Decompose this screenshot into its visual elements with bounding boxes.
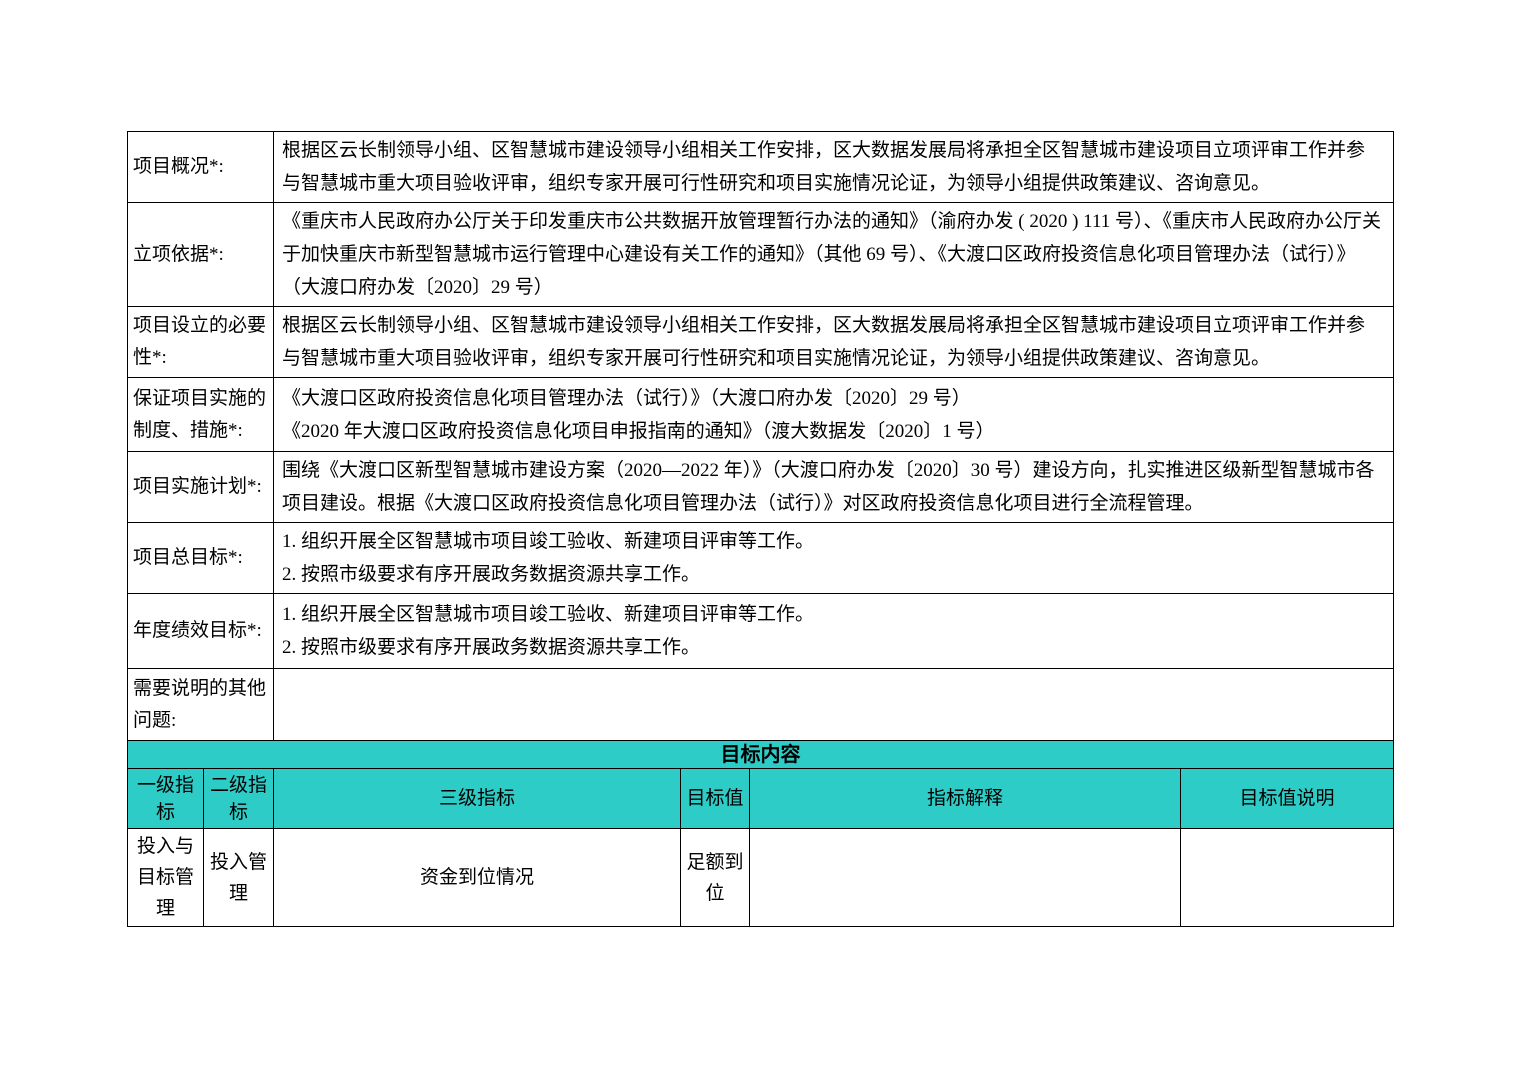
- field-label-overall-goal: 项目总目标*:: [127, 522, 274, 594]
- field-value-implementation-plan: 围绕《大渡口区新型智慧城市建设方案（2020—2022 年）》（大渡口府办发〔2…: [272, 451, 1395, 523]
- cell-indicator-explanation: [749, 828, 1181, 927]
- field-label-approval-basis: 立项依据*:: [127, 202, 274, 307]
- col-header-indicator-explanation: 指标解释: [749, 768, 1181, 829]
- field-value-overall-goal: 1. 组织开展全区智慧城市项目竣工验收、新建项目评审等工作。 2. 按照市级要求…: [272, 522, 1395, 594]
- goal-section-title-row: 目标内容: [126, 740, 1395, 769]
- field-label-annual-performance-goal: 年度绩效目标*:: [127, 593, 274, 669]
- row-project-overview: 项目概况*: 根据区云长制领导小组、区智慧城市建设领导小组相关工作安排，区大数据…: [127, 131, 1395, 203]
- cell-target-value: 足额到位: [680, 828, 750, 927]
- field-value-annual-performance-goal: 1. 组织开展全区智慧城市项目竣工验收、新建项目评审等工作。 2. 按照市级要求…: [272, 593, 1395, 669]
- cell-level1-indicator: 投入与目标管理: [127, 828, 204, 927]
- col-header-target-value-note: 目标值说明: [1179, 768, 1395, 829]
- col-header-level1-indicator: 一级指标: [127, 768, 204, 829]
- field-label-safeguard-measures: 保证项目实施的制度、措施*:: [127, 377, 274, 452]
- field-value-approval-basis: 《重庆市人民政府办公厅关于印发重庆市公共数据开放管理暂行办法的通知》（渝府办发 …: [272, 202, 1395, 307]
- field-label-necessity: 项目设立的必要性*:: [127, 306, 274, 378]
- col-header-level2-indicator: 二级指标: [203, 768, 274, 829]
- goal-table-row: 投入与目标管理 投入管理 资金到位情况 足额到位: [127, 828, 1395, 927]
- row-safeguard-measures: 保证项目实施的制度、措施*: 《大渡口区政府投资信息化项目管理办法（试行）》（大…: [127, 377, 1395, 452]
- field-value-project-overview: 根据区云长制领导小组、区智慧城市建设领导小组相关工作安排，区大数据发展局将承担全…: [272, 131, 1395, 203]
- row-overall-goal: 项目总目标*: 1. 组织开展全区智慧城市项目竣工验收、新建项目评审等工作。 2…: [127, 522, 1395, 594]
- row-necessity: 项目设立的必要性*: 根据区云长制领导小组、区智慧城市建设领导小组相关工作安排，…: [127, 306, 1395, 378]
- goal-table-header-row: 一级指标 二级指标 三级指标 目标值 指标解释 目标值说明: [127, 768, 1395, 829]
- row-annual-performance-goal: 年度绩效目标*: 1. 组织开展全区智慧城市项目竣工验收、新建项目评审等工作。 …: [127, 593, 1395, 669]
- field-value-other-issues: [272, 668, 1395, 741]
- field-label-other-issues: 需要说明的其他问题:: [127, 668, 274, 741]
- row-approval-basis: 立项依据*: 《重庆市人民政府办公厅关于印发重庆市公共数据开放管理暂行办法的通知…: [127, 202, 1395, 307]
- field-value-safeguard-measures: 《大渡口区政府投资信息化项目管理办法（试行）》（大渡口府办发〔2020〕29 号…: [272, 377, 1395, 452]
- col-header-target-value: 目标值: [680, 768, 750, 829]
- goal-section-title: 目标内容: [126, 740, 1395, 769]
- row-implementation-plan: 项目实施计划*: 围绕《大渡口区新型智慧城市建设方案（2020—2022 年）》…: [127, 451, 1395, 523]
- cell-level3-indicator: 资金到位情况: [273, 828, 681, 927]
- field-value-necessity: 根据区云长制领导小组、区智慧城市建设领导小组相关工作安排，区大数据发展局将承担全…: [272, 306, 1395, 378]
- project-form-table: 项目概况*: 根据区云长制领导小组、区智慧城市建设领导小组相关工作安排，区大数据…: [126, 131, 1395, 927]
- cell-target-value-note: [1179, 828, 1395, 927]
- col-header-level3-indicator: 三级指标: [273, 768, 681, 829]
- field-label-implementation-plan: 项目实施计划*:: [127, 451, 274, 523]
- field-label-project-overview: 项目概况*:: [127, 131, 274, 203]
- row-other-issues: 需要说明的其他问题:: [127, 668, 1395, 741]
- cell-level2-indicator: 投入管理: [203, 828, 274, 927]
